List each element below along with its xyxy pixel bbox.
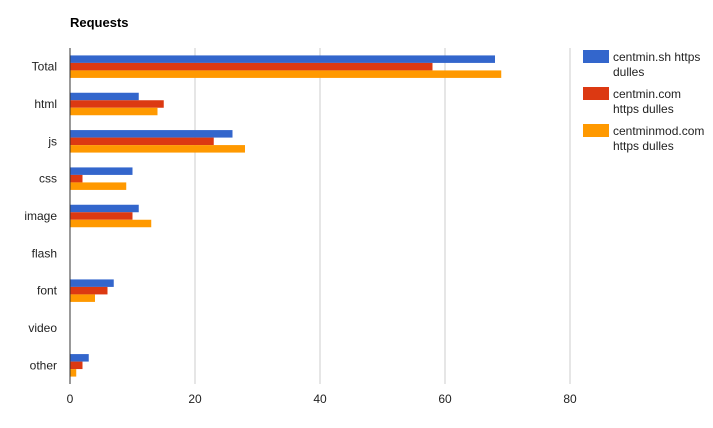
chart-title: Requests: [70, 15, 129, 30]
category-label: video: [28, 321, 57, 335]
x-tick-labels: 0 20 40 60 80: [67, 392, 577, 406]
legend-label: centmin.sh https: [613, 50, 700, 64]
legend-label: https dulles: [613, 102, 674, 116]
legend-label: centmin.com: [613, 87, 681, 101]
x-tick-label: 80: [563, 392, 577, 406]
bar: [70, 92, 139, 101]
category-label: html: [34, 97, 57, 111]
category-label: font: [37, 284, 58, 298]
bar: [70, 354, 89, 362]
bar: [70, 130, 233, 138]
category-labels: Total html js css image flash font video other: [24, 60, 57, 373]
bar: [70, 62, 433, 71]
category-label: css: [39, 172, 57, 186]
legend-swatch: [583, 124, 609, 137]
legend-swatch: [583, 87, 609, 100]
category-label: image: [24, 209, 57, 223]
bar: [70, 145, 245, 153]
bar: [70, 174, 83, 183]
x-tick-label: 0: [67, 392, 74, 406]
bar: [70, 55, 495, 63]
bar: [70, 70, 502, 78]
legend-label: https dulles: [613, 139, 674, 153]
bar: [70, 100, 164, 108]
legend-label: dulles: [613, 65, 644, 79]
x-tick-label: 60: [438, 392, 452, 406]
category-label: flash: [32, 246, 57, 260]
category-label: other: [30, 358, 57, 372]
bar: [70, 219, 152, 228]
bar: [70, 167, 133, 175]
legend-swatch: [583, 50, 609, 63]
category-label: js: [47, 134, 57, 148]
bars: [70, 55, 502, 377]
bar: [70, 182, 127, 190]
bar: [70, 279, 114, 287]
category-label: Total: [32, 60, 57, 74]
x-tick-label: 40: [313, 392, 327, 406]
legend-label: centminmod.com: [613, 124, 704, 138]
bar: [70, 137, 214, 146]
bar: [70, 204, 139, 213]
bar: [70, 286, 108, 295]
bar: [70, 212, 133, 220]
bar: [70, 294, 95, 302]
bar: [70, 369, 77, 377]
gridlines: [194, 48, 571, 384]
bar: [70, 107, 158, 116]
x-tick-label: 20: [188, 392, 202, 406]
bar: [70, 361, 83, 370]
